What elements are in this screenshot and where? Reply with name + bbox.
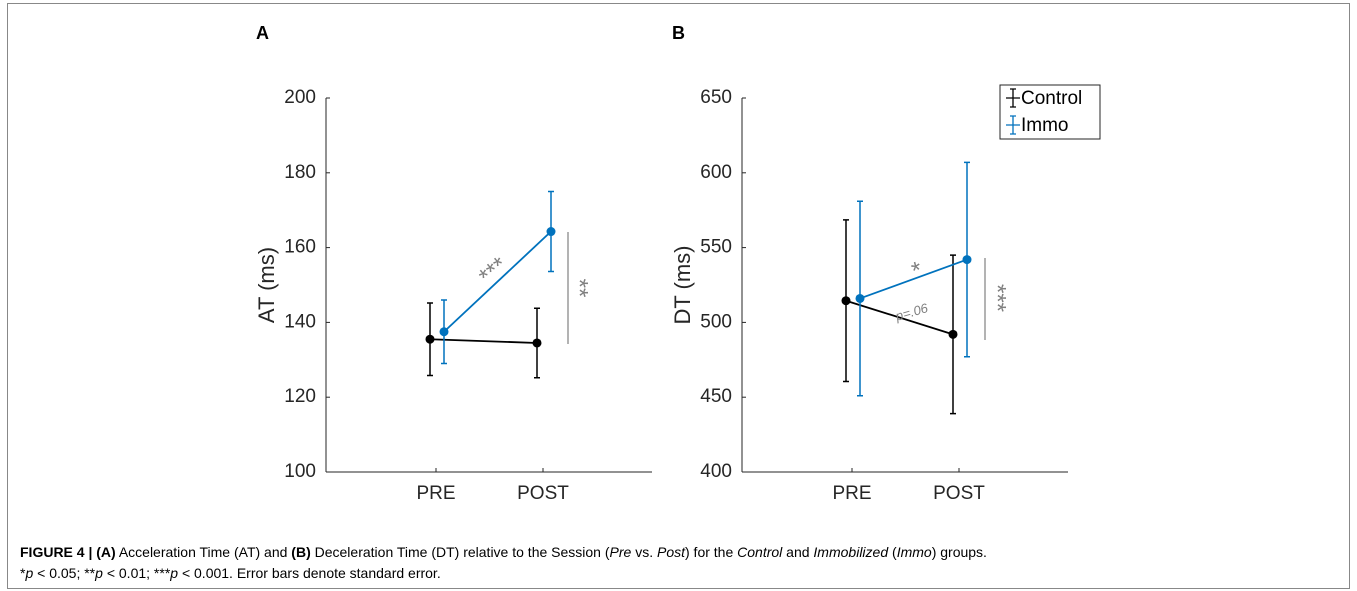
caption: FIGURE 4 | (A) Acceleration Time (AT) an… (20, 542, 987, 584)
annotation: *** (984, 284, 1011, 312)
series-line (443, 230, 552, 333)
caption-text: Control (737, 544, 783, 560)
x-tick-label: POST (517, 483, 569, 504)
legend-label: Control (1021, 88, 1082, 109)
y-tick-label: 180 (284, 162, 316, 183)
figure-frame (7, 3, 1350, 589)
data-point (532, 338, 542, 348)
y-tick-label: 600 (700, 162, 732, 183)
annotation: *** (474, 252, 513, 291)
caption-text: ) for the (685, 544, 738, 560)
panel-label: B (672, 23, 685, 43)
panel-label: A (256, 23, 269, 43)
y-tick-label: 450 (700, 386, 732, 407)
y-tick-label: 140 (284, 311, 316, 332)
y-axis-label: AT (ms) (254, 247, 279, 323)
series-line (845, 299, 954, 336)
caption-text: FIGURE 4 | (A) (20, 544, 116, 560)
legend-box (999, 84, 1101, 140)
caption-text: * (20, 565, 26, 581)
y-tick-label: 500 (700, 311, 732, 332)
caption-text: < 0.01; *** (102, 565, 171, 581)
caption-line: *p < 0.05; **p < 0.01; ***p < 0.001. Err… (20, 563, 987, 584)
caption-text: Deceleration Time (DT) relative to the S… (310, 544, 610, 560)
caption-text: vs. (631, 544, 657, 560)
annotation: ** (566, 279, 593, 298)
annotation: * (909, 257, 925, 285)
caption-text: < 0.001. Error bars denote standard erro… (178, 565, 441, 581)
caption-text: p (170, 565, 179, 581)
caption-text: Acceleration Time (AT) and (115, 544, 292, 560)
caption-text: p (25, 565, 34, 581)
caption-text: (B) (291, 544, 311, 560)
y-axis-label: DT (ms) (670, 245, 695, 324)
series-line (429, 338, 538, 344)
x-tick-label: PRE (832, 483, 871, 504)
data-point (948, 329, 958, 339)
x-tick-label: PRE (416, 483, 455, 504)
legend-label: Immo (1021, 115, 1069, 136)
caption-text: p (95, 565, 103, 581)
data-point (841, 296, 851, 306)
y-tick-label: 200 (284, 87, 316, 108)
caption-text: and (782, 544, 814, 560)
data-point (425, 334, 435, 344)
caption-text: Immo (896, 544, 932, 560)
data-point (439, 327, 449, 337)
caption-text: Post (656, 544, 685, 560)
legend-swatch (1006, 88, 1020, 108)
legend-swatch (1006, 115, 1020, 135)
caption-text: Immobilized (813, 544, 889, 560)
caption-text: ( (888, 544, 897, 560)
y-tick-label: 650 (700, 87, 732, 108)
y-tick-label: 100 (284, 461, 316, 482)
y-tick-label: 400 (700, 461, 732, 482)
y-tick-label: 550 (700, 237, 732, 258)
x-tick-label: POST (933, 483, 985, 504)
caption-text: Pre (609, 544, 632, 560)
data-point (962, 255, 972, 265)
y-tick-label: 160 (284, 237, 316, 258)
caption-text: ) groups. (931, 544, 987, 560)
caption-line: FIGURE 4 | (A) Acceleration Time (AT) an… (20, 542, 987, 563)
data-point (546, 227, 556, 237)
y-tick-label: 120 (284, 386, 316, 407)
series-line (859, 258, 968, 300)
caption-text: < 0.05; ** (33, 565, 96, 581)
data-point (855, 293, 865, 303)
